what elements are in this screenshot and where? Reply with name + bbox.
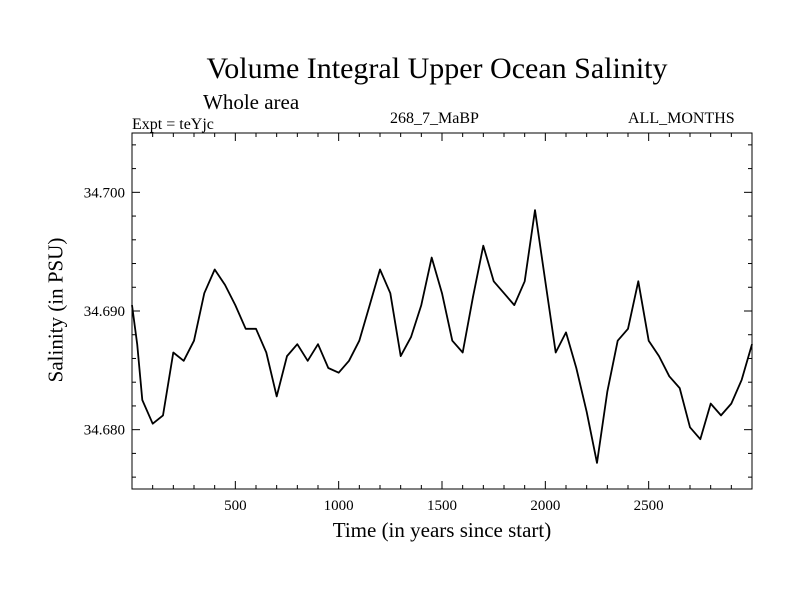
data-point [317, 343, 319, 345]
x-tick-label: 2000 [530, 498, 560, 514]
data-point [668, 375, 670, 377]
data-point [214, 268, 216, 271]
data-point [286, 355, 288, 357]
y-tick-label: 34.690 [84, 304, 125, 320]
data-point [276, 395, 278, 398]
data-point [307, 360, 309, 362]
data-point [327, 367, 329, 369]
data-point [637, 280, 639, 282]
data-point [410, 336, 412, 338]
data-point [606, 391, 608, 393]
experiment-label: Expt = teYjc [132, 116, 214, 133]
data-point [379, 268, 381, 271]
data-point [348, 360, 350, 362]
chart-subtitle: Whole area [203, 90, 300, 114]
data-point [462, 351, 464, 354]
data-point [441, 292, 443, 294]
data-point [420, 304, 422, 306]
data-point [699, 438, 701, 440]
data-point [193, 340, 195, 342]
data-point [203, 292, 205, 294]
data-point [152, 423, 154, 425]
series-line [131, 209, 753, 464]
data-point [482, 245, 484, 247]
data-point [183, 360, 185, 362]
data-point [648, 340, 650, 342]
data-point [720, 414, 722, 417]
data-point [658, 355, 660, 357]
y-tick-label: 34.680 [84, 423, 125, 439]
data-point [400, 355, 402, 357]
data-point [472, 296, 474, 298]
x-tick-label: 2500 [634, 498, 664, 514]
data-point [617, 340, 619, 342]
data-point [544, 280, 546, 282]
x-tick-label: 1000 [324, 498, 354, 514]
data-point [555, 351, 557, 354]
data-point [575, 367, 577, 369]
data-point [689, 426, 691, 428]
x-axis-label: Time (in years since start) [332, 518, 552, 542]
data-point [224, 284, 226, 286]
data-point [513, 304, 515, 306]
data-point [338, 372, 340, 374]
data-point [596, 462, 598, 464]
x-tick-label: 500 [224, 498, 247, 514]
data-point [565, 331, 567, 333]
data-point [710, 402, 712, 405]
data-point [136, 343, 138, 345]
chart-title: Volume Integral Upper Ocean Salinity [206, 52, 668, 85]
data-point [586, 411, 588, 413]
data-point [255, 328, 257, 330]
data-point [358, 340, 360, 342]
data-point [679, 387, 681, 389]
data-point [493, 280, 495, 282]
x-tick-label: 1500 [427, 498, 457, 514]
data-point [245, 328, 247, 330]
data-point [730, 402, 732, 405]
data-point [369, 304, 371, 306]
data-point [627, 328, 629, 330]
run-id-label: 268_7_MaBP [390, 110, 479, 127]
data-point [741, 379, 743, 381]
y-tick-label: 34.700 [84, 185, 125, 201]
data-point [234, 304, 236, 306]
data-point [524, 280, 526, 282]
plot-frame [131, 132, 753, 490]
axis-ticks: 500 1000 1500 2000 2500 34.680 34.690 34.700 [84, 133, 752, 514]
data-point [141, 399, 143, 401]
data-point [296, 343, 298, 345]
data-point [431, 257, 433, 259]
data-point [172, 351, 174, 354]
data-point [534, 209, 536, 211]
data-point [451, 340, 453, 342]
months-label: ALL_MONTHS [628, 110, 735, 127]
data-point [389, 292, 391, 294]
data-point [265, 351, 267, 354]
data-point [503, 292, 505, 294]
series-lines [131, 209, 753, 464]
data-point [162, 414, 164, 417]
